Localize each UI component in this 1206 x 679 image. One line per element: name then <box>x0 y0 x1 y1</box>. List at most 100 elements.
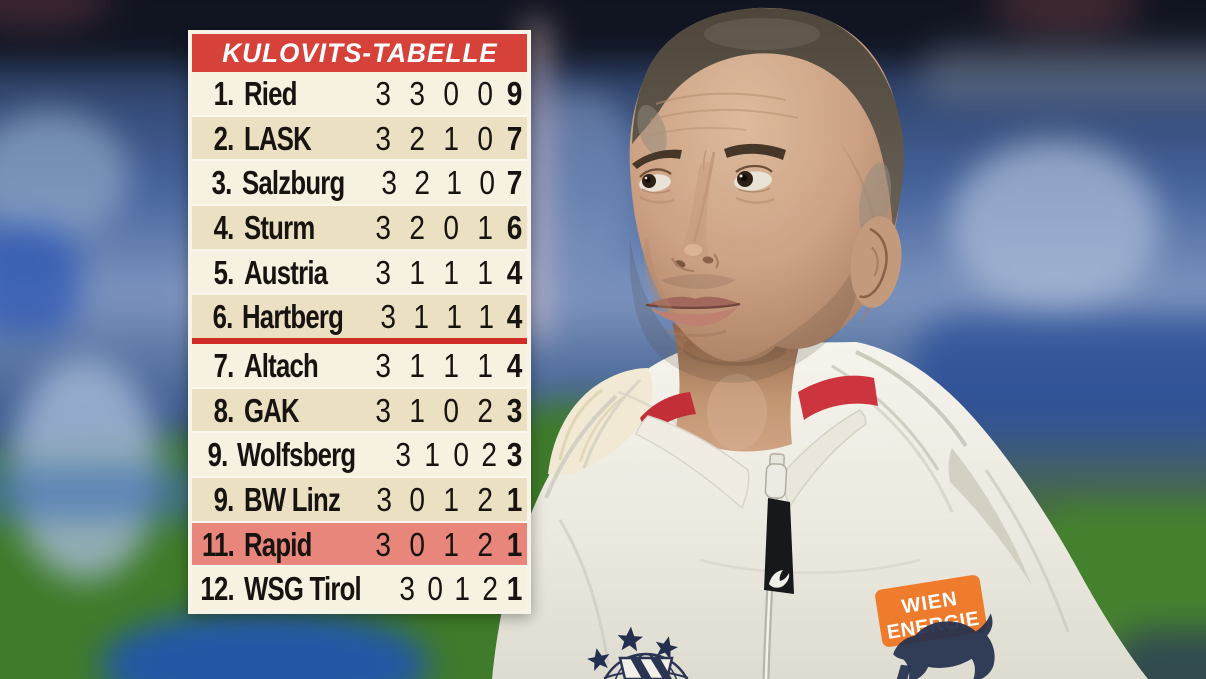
points-cell: 1 <box>506 570 523 608</box>
team-name: GAK <box>244 391 300 429</box>
zipper <box>762 453 794 679</box>
team-name: Austria <box>244 253 328 291</box>
drawn-cell: 0 <box>443 74 459 112</box>
puma-logo-small-icon <box>769 570 790 588</box>
lost-cell: 1 <box>477 208 493 246</box>
crest-star <box>587 648 610 671</box>
rank-cell: 8. <box>214 391 235 429</box>
table-row: 4. Sturm 3 2 0 1 6 <box>192 204 527 249</box>
played-cell: 3 <box>381 164 398 202</box>
relegation-line <box>192 338 527 345</box>
table-row: 8. GAK 3 1 0 2 3 <box>192 386 527 432</box>
lost-cell: 2 <box>477 391 493 429</box>
played-cell: 3 <box>376 480 392 518</box>
points-cell: 9 <box>506 74 522 112</box>
rank-cell: 2. <box>214 119 235 157</box>
drawn-cell: 1 <box>443 525 459 563</box>
team-name: Ried <box>244 74 297 112</box>
standings-rows: 1. Ried 3 3 0 0 9 2. LASK 3 2 1 0 7 3. S… <box>192 72 527 611</box>
rank-cell: 12. <box>200 570 235 608</box>
played-cell: 3 <box>375 346 391 384</box>
crest-star <box>655 636 678 660</box>
played-cell: 3 <box>375 253 391 291</box>
rank-cell: 6. <box>212 298 233 336</box>
won-cell: 0 <box>427 570 443 608</box>
rank-cell: 9. <box>213 480 235 518</box>
played-cell: 3 <box>375 525 391 563</box>
points-cell: 6 <box>506 208 522 246</box>
drawn-cell: 1 <box>443 480 460 518</box>
seats-blob <box>950 140 1160 310</box>
table-row: 7. Altach 3 1 1 1 4 <box>192 344 527 387</box>
stand-grey-band <box>920 45 1206 105</box>
table-row: 6. Hartberg 3 1 1 1 4 <box>192 293 527 339</box>
won-cell: 1 <box>424 436 440 474</box>
played-cell: 3 <box>380 298 397 336</box>
won-cell: 2 <box>409 208 425 246</box>
table-row: 2. LASK 3 2 1 0 7 <box>192 114 527 160</box>
table-header: KULOVITS-TABELLE <box>192 34 527 72</box>
won-cell: 1 <box>413 298 429 336</box>
table-row: 12. WSG Tirol 3 0 1 2 1 <box>192 565 527 611</box>
rapid-crest-icon <box>587 626 689 679</box>
team-name: Rapid <box>244 525 312 563</box>
lost-cell: 1 <box>477 253 493 291</box>
points-cell: 3 <box>506 391 522 429</box>
points-cell: 4 <box>506 298 522 336</box>
rank-cell: 11. <box>201 525 235 563</box>
points-cell: 1 <box>506 480 522 518</box>
puma-logo-large-icon <box>893 613 995 679</box>
lost-cell: 0 <box>478 164 495 202</box>
lost-cell: 1 <box>477 346 493 384</box>
drawn-cell: 1 <box>443 253 459 291</box>
points-cell: 4 <box>506 346 522 384</box>
points-cell: 3 <box>506 436 523 474</box>
points-cell: 4 <box>506 253 522 291</box>
zipper-slider <box>764 453 788 499</box>
lost-cell: 1 <box>478 298 495 336</box>
table-row: 9. BW Linz 3 0 1 2 1 <box>192 476 527 521</box>
lost-cell: 2 <box>481 436 498 474</box>
drawn-cell: 0 <box>443 208 459 246</box>
drawn-cell: 1 <box>446 164 463 202</box>
played-cell: 3 <box>375 74 391 112</box>
team-name: Salzburg <box>242 164 345 202</box>
rank-cell: 5. <box>214 253 235 291</box>
table-row: 11. Rapid 3 0 1 2 1 <box>192 520 527 566</box>
table-title: KULOVITS-TABELLE <box>221 37 498 68</box>
won-cell: 2 <box>414 164 430 202</box>
head <box>629 7 904 383</box>
nose <box>671 151 719 272</box>
mouth <box>645 281 741 337</box>
drawn-cell: 1 <box>454 570 471 608</box>
deep-blue-funnel <box>0 225 80 335</box>
won-cell: 0 <box>409 480 426 518</box>
eyebrows <box>632 143 786 169</box>
team-name: Sturm <box>244 208 315 246</box>
team-name: Wolfsberg <box>237 436 356 474</box>
won-cell: 2 <box>409 119 425 157</box>
won-cell: 1 <box>409 391 425 429</box>
lost-cell: 2 <box>477 525 493 563</box>
lost-cell: 2 <box>482 570 498 608</box>
eyes <box>639 164 775 204</box>
points-cell: 1 <box>506 525 522 563</box>
played-cell: 3 <box>375 119 391 157</box>
drawn-cell: 0 <box>452 436 469 474</box>
rank-cell: 4. <box>214 208 235 246</box>
table-row: 5. Austria 3 1 1 1 4 <box>192 248 527 294</box>
standings-table: KULOVITS-TABELLE 1. Ried 3 3 0 0 9 2. LA… <box>188 30 531 614</box>
won-cell: 1 <box>409 346 425 384</box>
rank-cell: 1. <box>214 74 235 112</box>
rank-cell: 9. <box>207 436 228 474</box>
played-cell: 3 <box>375 208 391 246</box>
lost-cell: 2 <box>477 480 493 518</box>
stubble <box>629 240 858 383</box>
table-row: 1. Ried 3 3 0 0 9 <box>192 72 527 115</box>
drawn-cell: 1 <box>445 298 462 336</box>
drawn-cell: 1 <box>443 119 459 157</box>
table-row: 3. Salzburg 3 2 1 0 7 <box>192 159 527 205</box>
points-cell: 7 <box>506 164 522 202</box>
